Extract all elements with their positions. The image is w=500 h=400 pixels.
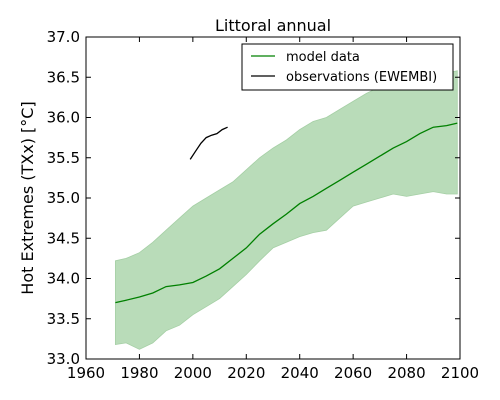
x-tick-label: 2100	[441, 364, 479, 382]
y-tick-label: 33.5	[47, 310, 80, 328]
axis-ticks: 1960 1980 2000 2020 2040 2060 2080 2100 33.0 33.5…	[47, 28, 480, 382]
y-axis-label: Hot Extremes (TXx) [°C]	[18, 101, 37, 294]
legend-label-model: model data	[286, 50, 360, 65]
y-tick-label: 34.5	[47, 229, 80, 247]
y-tick-label: 35.5	[47, 149, 80, 167]
plot-area	[115, 70, 458, 350]
x-tick-label: 2040	[281, 364, 319, 382]
x-tick-label: 2000	[174, 364, 212, 382]
y-tick-label: 34.0	[47, 270, 80, 288]
legend-label-observations: observations (EWEMBI)	[286, 70, 437, 85]
x-tick-label: 1980	[120, 364, 158, 382]
chart-title: Littoral annual	[215, 16, 331, 35]
x-tick-label: 2020	[227, 364, 265, 382]
y-tick-label: 35.0	[47, 189, 80, 207]
legend-box	[241, 43, 454, 91]
y-tick-label: 36.0	[47, 109, 80, 127]
y-tick-label: 37.0	[47, 28, 80, 46]
y-tick-label: 33.0	[47, 350, 80, 368]
x-tick-label: 2060	[334, 364, 372, 382]
model-spread-band	[115, 70, 458, 350]
x-tick-label: 1960	[67, 364, 105, 382]
x-tick-label: 2080	[387, 364, 425, 382]
observations-line	[189, 126, 228, 160]
y-tick-label: 36.5	[47, 68, 80, 86]
legend: model data observations (EWEMBI)	[241, 43, 454, 91]
